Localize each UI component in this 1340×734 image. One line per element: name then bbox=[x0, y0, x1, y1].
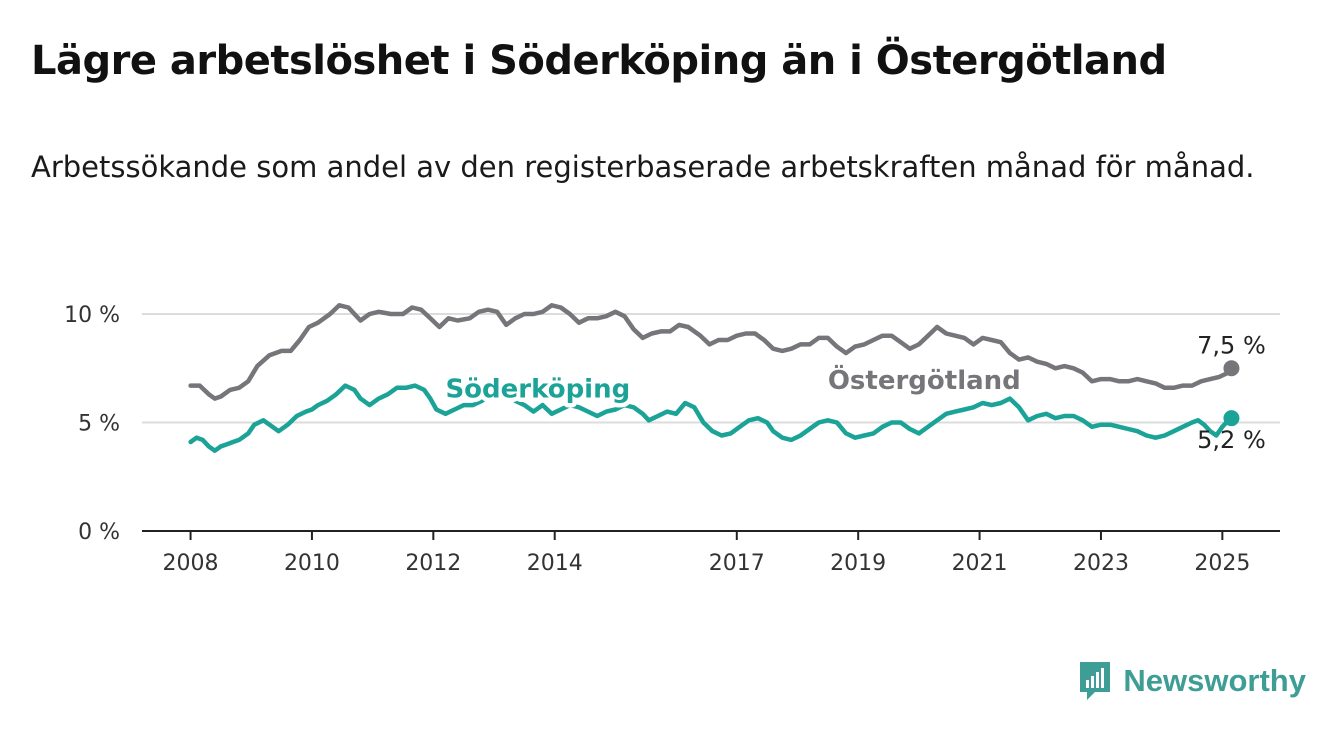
axes: 0 % 5 % 10 % 2008 2010 2012 2014 2017 2019 2021 20… bbox=[64, 303, 1280, 576]
series-end-point-1 bbox=[1223, 410, 1240, 427]
x-tick-label: 2021 bbox=[952, 551, 1008, 576]
series-name-label-0: Östergötland bbox=[828, 363, 1021, 396]
y-tick-label: 10 % bbox=[64, 303, 120, 328]
series-line-1 bbox=[188, 383, 1234, 453]
series-lines bbox=[188, 303, 1240, 453]
x-tick-label: 2019 bbox=[830, 551, 886, 576]
series-line-0 bbox=[188, 303, 1234, 401]
x-tick-label: 2017 bbox=[709, 551, 765, 576]
series-end-value-label-1: 5,2 % bbox=[1197, 426, 1266, 454]
series-name-label-1: Söderköping bbox=[445, 375, 630, 405]
x-tick-label: 2012 bbox=[405, 551, 461, 576]
x-tick-label: 2010 bbox=[284, 551, 340, 576]
y-tick-label: 5 % bbox=[78, 412, 120, 437]
series-labels: 7,5 % 5,2 % Östergötland Söderköping bbox=[441, 331, 1266, 454]
series-end-point-0 bbox=[1223, 360, 1240, 377]
newsworthy-logo-icon bbox=[1080, 662, 1111, 700]
chart-title: Lägre arbetslöshet i Söderköping än i Ös… bbox=[31, 38, 1167, 84]
chart-subtitle: Arbetssökande som andel av den registerb… bbox=[31, 150, 1255, 184]
series-end-value-label-0: 7,5 % bbox=[1197, 331, 1266, 359]
x-tick-label: 2014 bbox=[527, 551, 583, 576]
x-tick-label: 2023 bbox=[1073, 551, 1129, 576]
brand-name: Newsworthy bbox=[1123, 663, 1306, 698]
brand-logo: Newsworthy bbox=[1077, 660, 1306, 702]
x-tick-label: 2008 bbox=[163, 551, 219, 576]
y-tick-label: 0 % bbox=[78, 520, 120, 545]
x-tick-label: 2025 bbox=[1194, 551, 1250, 576]
